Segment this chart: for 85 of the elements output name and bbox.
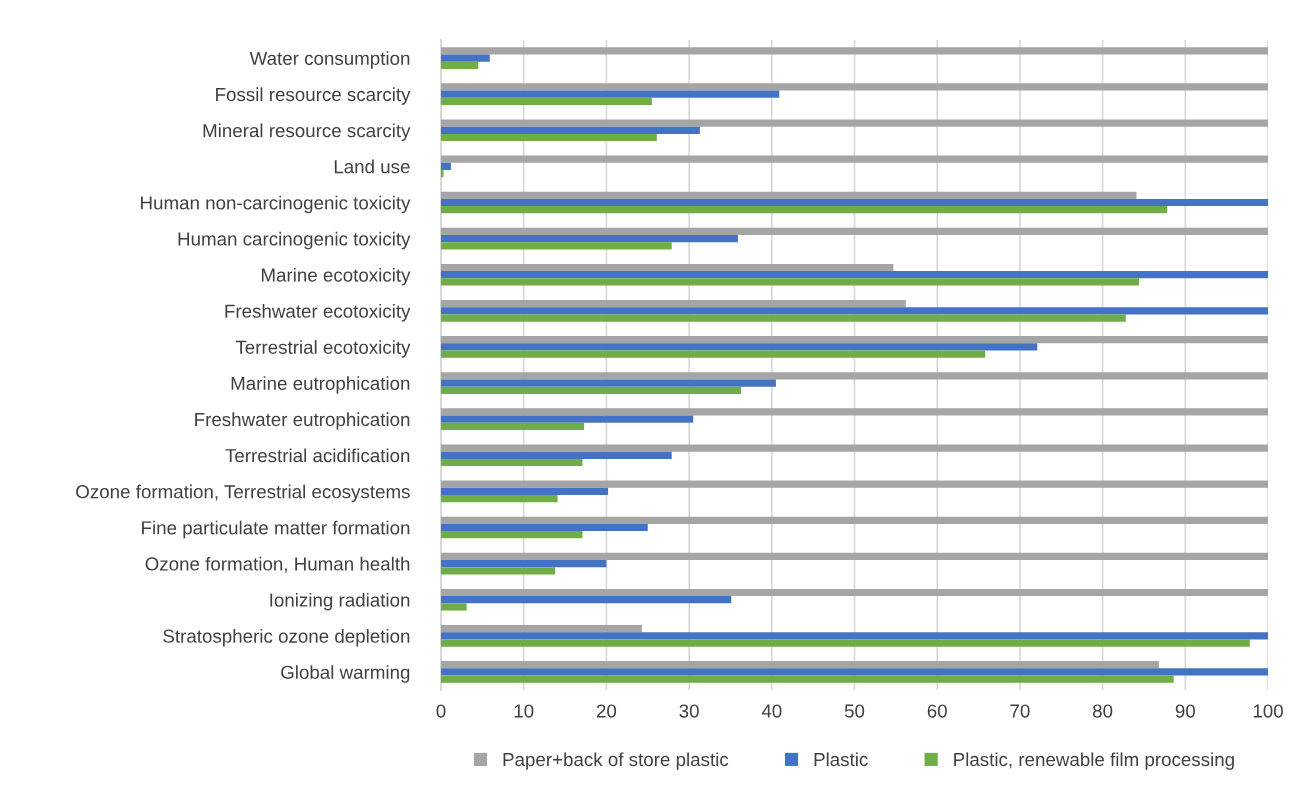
bar [441, 625, 642, 633]
bar [441, 495, 558, 503]
bar [441, 343, 1038, 351]
bar [441, 263, 894, 272]
bar [441, 379, 776, 387]
bar [441, 162, 451, 170]
bar [441, 307, 1268, 315]
y-tick-label: Human non-carcinogenic toxicity [141, 195, 411, 214]
y-tick-label: Marine eutrophication [231, 376, 410, 394]
x-tick-label: 20 [596, 704, 617, 718]
x-tick-label: 80 [1092, 704, 1113, 718]
bar [441, 119, 1268, 127]
bar [441, 61, 479, 69]
bar [441, 336, 1268, 344]
bar [441, 487, 609, 495]
y-tick-label: Fossil resource scarcity [216, 87, 411, 105]
legend-label: Plastic [814, 752, 868, 767]
bar [441, 480, 1268, 488]
x-tick-label: 60 [927, 704, 947, 718]
bar [441, 206, 1168, 214]
bar [441, 133, 657, 142]
bar [441, 451, 672, 459]
bar [441, 227, 1268, 235]
legend-label: Plastic, renewable film processing [954, 752, 1234, 770]
bar [441, 54, 490, 62]
bar [441, 126, 700, 134]
y-tick-label: Terrestrial ecotoxicity [235, 340, 411, 358]
y-tick-label: Stratospheric ozone depletion [163, 629, 410, 647]
x-tick-label: 0 [436, 704, 446, 718]
legend-label: Paper+back of store plastic [503, 752, 729, 770]
bar [441, 596, 732, 604]
bar [441, 668, 1268, 676]
y-tick-label: Fine particulate matter formation [142, 520, 410, 539]
y-tick-label: Land use [334, 159, 410, 174]
bar [441, 300, 906, 308]
x-tick-label: 10 [514, 704, 534, 718]
bar [441, 314, 1126, 322]
bar [441, 422, 585, 430]
x-tick-label: 30 [679, 704, 699, 718]
bar [441, 235, 738, 243]
bar [441, 560, 607, 568]
bar [441, 408, 1268, 416]
bar [441, 552, 1268, 560]
y-tick-label: Human carcinogenic toxicity [178, 231, 411, 250]
bar [441, 567, 556, 575]
x-tick-label: 40 [761, 704, 782, 718]
bar [441, 415, 694, 423]
bar [441, 632, 1268, 640]
y-tick-label: Water consumption [249, 51, 410, 69]
x-tick-label: 100 [1253, 704, 1283, 718]
bar [441, 191, 1137, 199]
bar [441, 90, 780, 98]
bar [441, 350, 986, 358]
bar [441, 661, 1159, 669]
y-tick-label: Ionizing radiation [270, 592, 410, 611]
y-tick-label: Marine ecotoxicity [261, 267, 411, 286]
bar [441, 603, 467, 611]
bar [441, 458, 583, 467]
bar [441, 278, 1139, 286]
y-tick-label: Global warming [281, 665, 410, 683]
bar [441, 444, 1268, 452]
x-tick-label: 50 [844, 704, 865, 718]
bar [441, 198, 1268, 207]
x-tick-label: 70 [1010, 704, 1030, 718]
bar [441, 242, 672, 250]
bar [441, 675, 1174, 683]
y-tick-label: Freshwater eutrophication [195, 412, 410, 430]
y-tick-label: Freshwater ecotoxicity [225, 304, 411, 322]
bar [441, 47, 1268, 55]
bar [441, 523, 648, 532]
bar [441, 588, 1268, 597]
y-tick-label: Mineral resource scarcity [203, 123, 411, 141]
x-tick-label: 90 [1175, 704, 1195, 718]
bar [441, 155, 1268, 163]
bar [441, 83, 1268, 91]
bar [441, 531, 583, 539]
y-tick-label: Ozone formation, Terrestrial ecosystems [76, 484, 410, 503]
bar [441, 386, 742, 394]
bar [441, 639, 1250, 647]
bar [441, 97, 652, 105]
y-tick-label: Ozone formation, Human health [145, 556, 410, 573]
bar [441, 372, 1268, 380]
bar [441, 271, 1268, 279]
bar [441, 516, 1268, 524]
y-tick-label: Terrestrial acidification [225, 448, 410, 463]
